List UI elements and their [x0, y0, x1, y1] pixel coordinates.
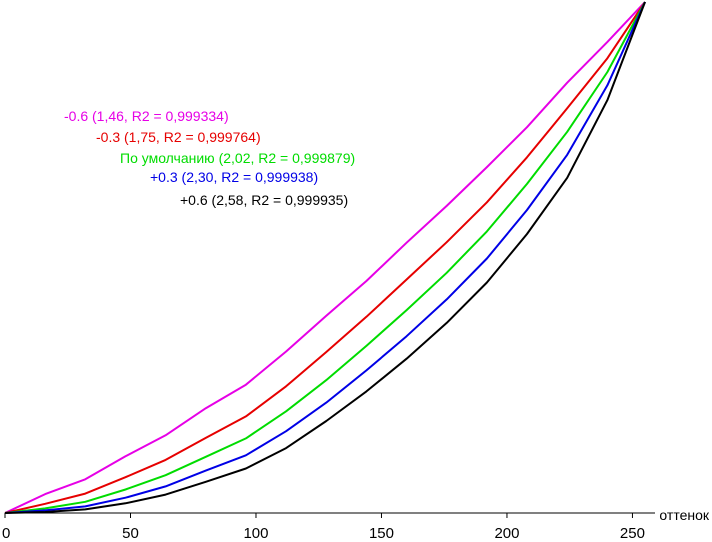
series-line-2: [4, 1, 646, 514]
x-ticks: 0 50 100 150 200 250: [2, 513, 645, 542]
legend-entry-4: +0.3 (2,30, R2 = 0,999938): [150, 169, 318, 185]
x-tick-label: 250: [620, 525, 645, 542]
series-line-1: [4, 1, 646, 514]
legend-entry-5: +0.6 (2,58, R2 = 0,999935): [180, 192, 348, 208]
x-tick-label: 150: [369, 525, 394, 542]
x-tick-label: 100: [243, 525, 268, 542]
x-axis-label: оттенок: [659, 507, 709, 523]
series-line-5: [4, 1, 646, 514]
legend: -0.6 (1,46, R2 = 0,999334) -0.3 (1,75, R2…: [64, 108, 355, 208]
x-tick-label: 200: [494, 525, 519, 542]
x-tick-label: 0: [2, 525, 10, 542]
legend-entry-2: -0.3 (1,75, R2 = 0,999764): [96, 129, 261, 145]
series-layer: [4, 1, 646, 514]
series-line-4: [4, 1, 646, 514]
series-line-3: [4, 1, 646, 514]
legend-entry-1: -0.6 (1,46, R2 = 0,999334): [64, 108, 229, 124]
x-tick-label: 50: [122, 525, 139, 542]
legend-entry-3: По умолчанию (2,02, R2 = 0,999879): [120, 150, 355, 166]
